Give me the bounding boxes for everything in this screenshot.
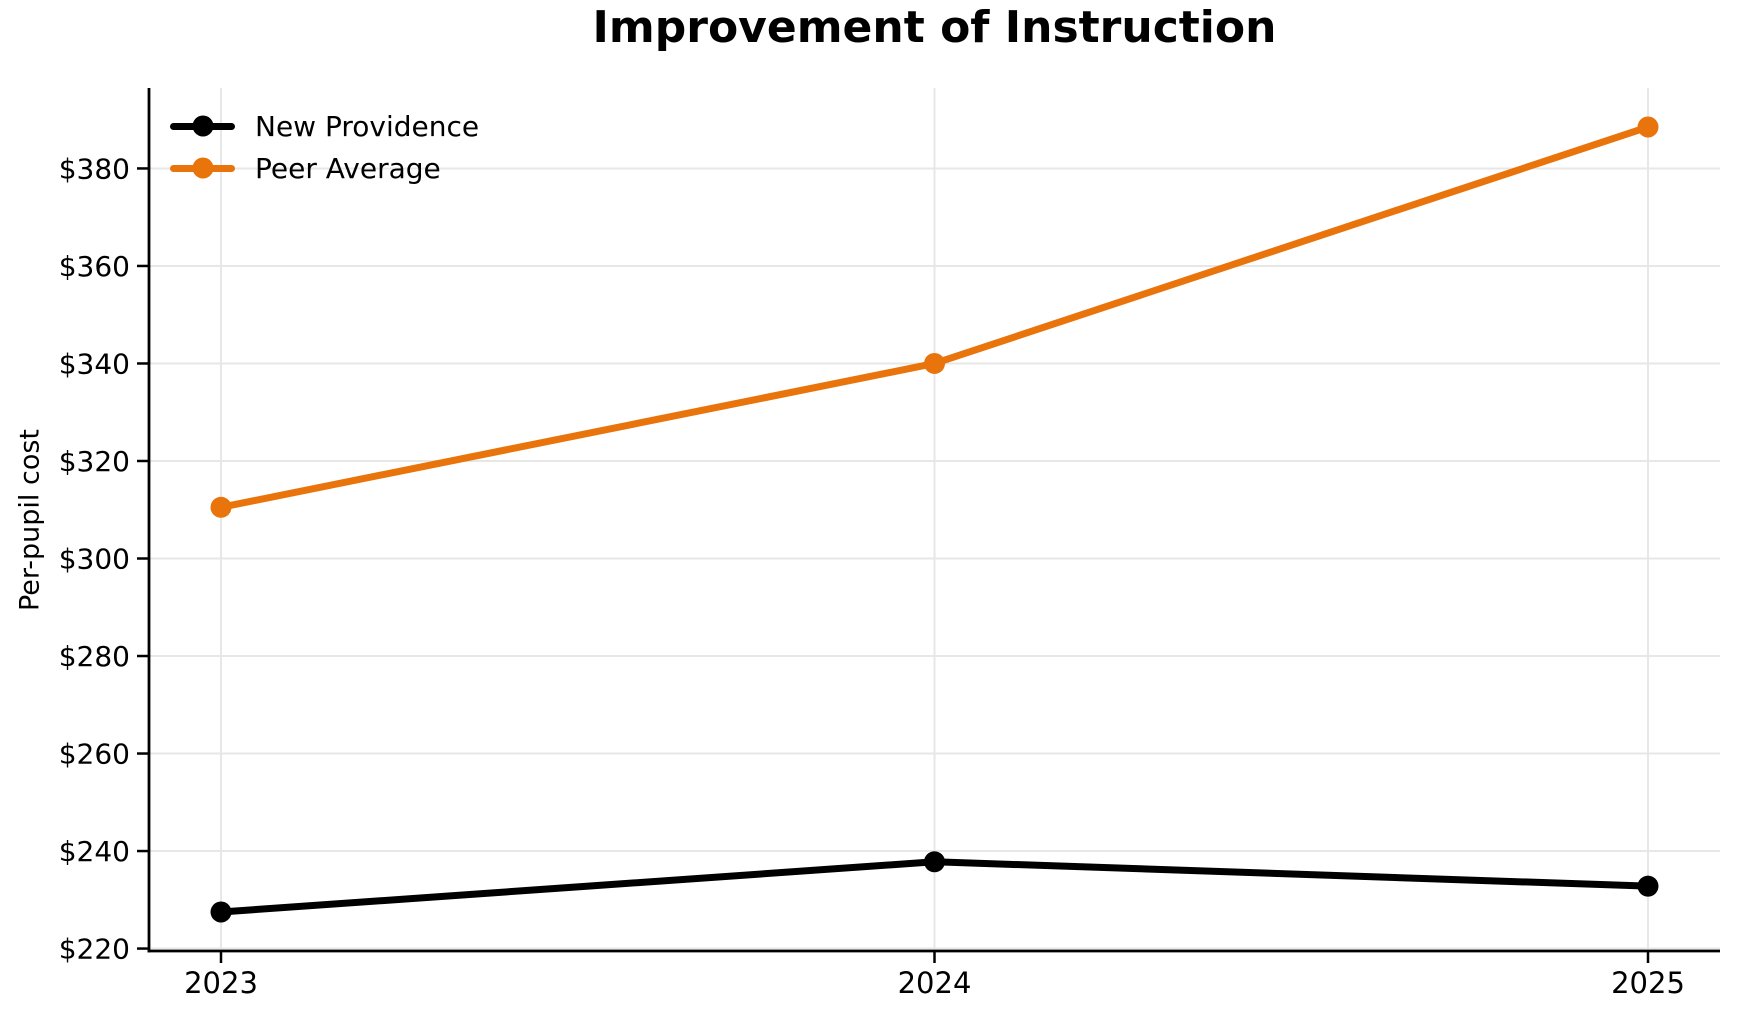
x-tick-label: 2025 (1611, 966, 1685, 1000)
data-point-peer-average-2024 (924, 352, 945, 374)
y-tick-label: $300 (59, 543, 130, 576)
x-tick-label: 2024 (898, 966, 972, 1000)
legend-line-swatch (170, 115, 235, 137)
data-point-new-providence-2025 (1637, 875, 1659, 897)
data-point-peer-average-2023 (210, 496, 232, 518)
legend-line-swatch (170, 157, 235, 179)
data-point-peer-average-2025 (1637, 116, 1659, 138)
y-tick-label: $340 (59, 347, 130, 380)
chart-title: Improvement of Instruction (592, 2, 1277, 53)
data-point-new-providence-2024 (924, 851, 945, 873)
y-tick-label: $360 (59, 250, 130, 283)
data-point-new-providence-2023 (210, 901, 232, 923)
y-tick-label: $260 (59, 738, 130, 771)
x-tick-label: 2023 (184, 966, 258, 1000)
y-tick-label: $280 (59, 640, 130, 673)
y-tick-label: $380 (59, 152, 130, 185)
y-axis-label: Per-pupil cost (14, 428, 46, 612)
legend-item-new-providence: New Providence (170, 105, 479, 147)
legend-marker-dot (192, 115, 213, 137)
legend: New Providence Peer Average (170, 105, 479, 189)
legend-label: Peer Average (255, 151, 441, 185)
legend-item-peer-average: Peer Average (170, 147, 479, 189)
legend-marker-dot (192, 157, 213, 179)
legend-label: New Providence (255, 109, 480, 143)
y-tick-label: $220 (59, 933, 130, 966)
y-tick-label: $320 (59, 445, 130, 478)
y-tick-label: $240 (59, 835, 130, 868)
